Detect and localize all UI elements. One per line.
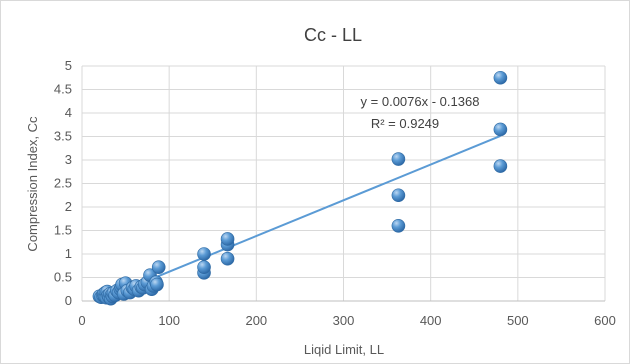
r-squared-label: R² = 0.9249	[371, 116, 439, 131]
data-point	[197, 247, 211, 261]
y-tick-label: 0	[65, 293, 72, 308]
x-tick-label: 0	[78, 313, 85, 328]
x-tick-label: 400	[420, 313, 442, 328]
x-tick-label: 100	[158, 313, 180, 328]
chart-title: Cc - LL	[304, 25, 362, 45]
x-tick-label: 500	[507, 313, 529, 328]
y-tick-label: 0.5	[54, 270, 72, 285]
x-tick-label: 200	[245, 313, 267, 328]
x-tick-label: 600	[594, 313, 616, 328]
y-tick-label: 2	[65, 199, 72, 214]
data-point	[220, 232, 235, 246]
gridlines	[81, 65, 606, 302]
axes: 0 0.5 1 1.5 2 2.5 3 3.5 4 4.5 5 0 100 200 300 400 500 600	[54, 58, 616, 328]
data-point	[493, 70, 508, 85]
data-point	[391, 188, 406, 203]
y-tick-label: 1.5	[54, 223, 72, 238]
data-point	[391, 219, 406, 233]
y-tick-label: 3	[65, 152, 72, 167]
y-tick-label: 4	[65, 105, 72, 120]
y-tick-label: 4.5	[54, 82, 72, 97]
data-point	[150, 277, 164, 292]
y-axis-title: Compression Index, Cc	[25, 116, 40, 252]
y-tick-label: 1	[65, 246, 72, 261]
y-tick-label: 5	[65, 58, 72, 73]
x-axis-title: Liqid Limit, LL	[304, 342, 384, 357]
data-point	[493, 122, 508, 137]
x-tick-label: 300	[333, 313, 355, 328]
data-point	[220, 251, 235, 266]
data-points	[92, 70, 508, 306]
trendline	[99, 135, 501, 302]
data-point	[151, 260, 166, 274]
data-point	[493, 159, 508, 173]
y-tick-label: 2.5	[54, 176, 72, 191]
trendline-equation: y = 0.0076x - 0.1368	[361, 94, 480, 109]
data-point	[391, 152, 406, 166]
data-point	[197, 260, 211, 274]
trendline-group	[99, 135, 501, 302]
y-tick-label: 3.5	[54, 129, 72, 144]
